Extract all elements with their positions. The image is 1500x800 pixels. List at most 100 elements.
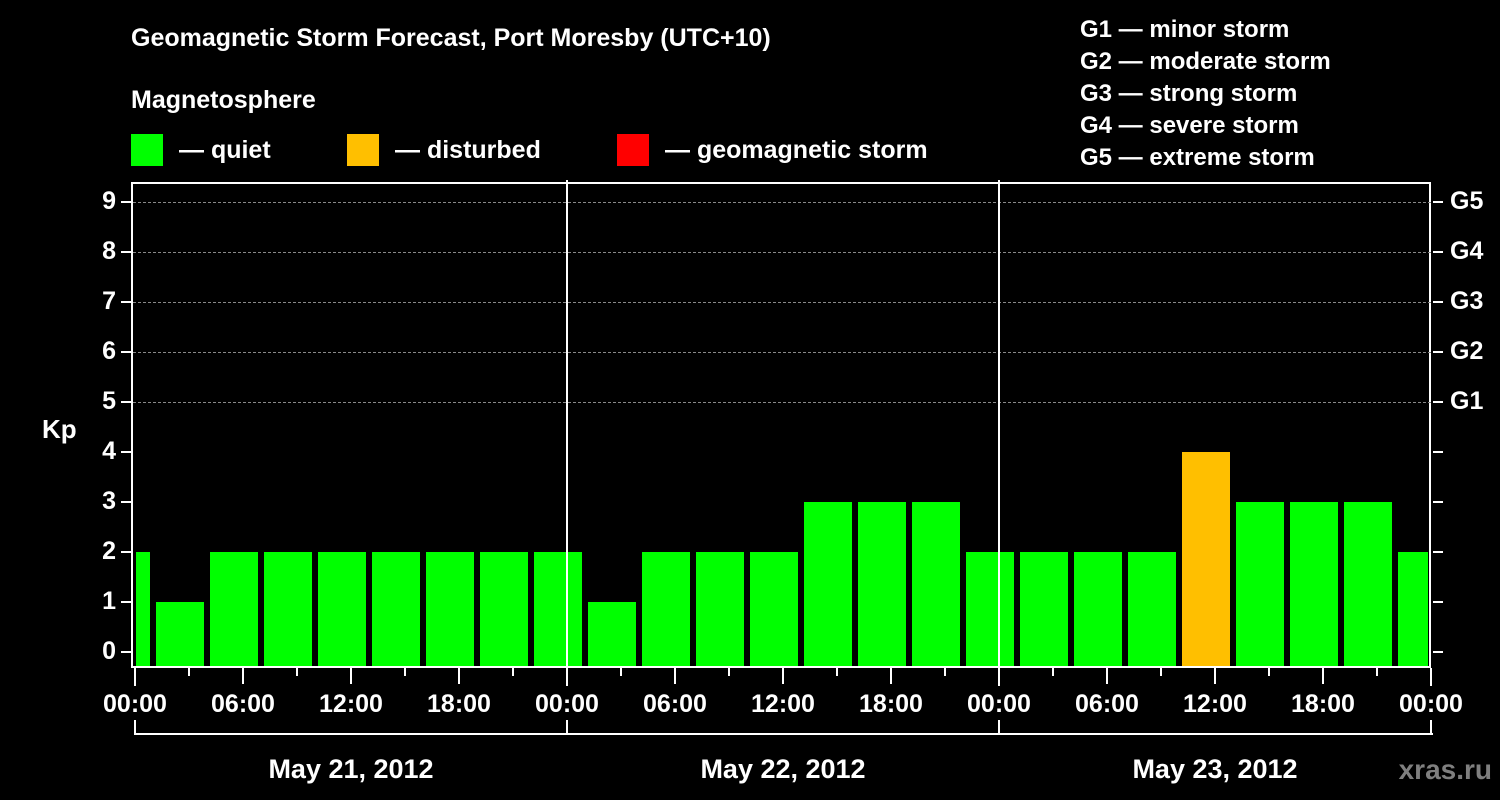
y-tick-right — [1433, 501, 1443, 503]
day-label: May 23, 2012 — [1132, 754, 1298, 784]
kp-bar — [750, 552, 798, 666]
kp-bar — [210, 552, 258, 666]
day-label: May 21, 2012 — [268, 754, 434, 784]
legend-label-storm: — geomagnetic storm — [665, 135, 928, 164]
kp-bar — [534, 552, 582, 666]
kp-bar — [372, 552, 420, 666]
x-tick — [674, 668, 676, 684]
y-tick-right — [1433, 651, 1443, 653]
y-tick-label: 5 — [102, 387, 116, 415]
y-tick-label: 1 — [102, 587, 116, 615]
x-tick — [188, 668, 190, 676]
kp-bar — [858, 502, 906, 666]
day-bracket-tick — [1430, 720, 1432, 734]
kp-bar — [1236, 502, 1284, 666]
y-tick-right — [1433, 201, 1443, 203]
y-tick — [121, 351, 131, 353]
x-tick-label: 18:00 — [859, 690, 923, 718]
y-axis-label: Kp — [42, 414, 77, 444]
kp-bar — [1290, 502, 1338, 666]
x-tick — [890, 668, 892, 684]
kp-bar — [156, 602, 204, 666]
kp-bar — [1182, 452, 1230, 666]
x-tick-label: 18:00 — [427, 690, 491, 718]
legend-quiet: — quiet — [131, 134, 271, 166]
x-tick — [944, 668, 946, 676]
g-scale-label: G2 — [1450, 337, 1484, 365]
plot-frame — [131, 182, 1431, 668]
y-tick-label: 9 — [102, 187, 116, 215]
x-tick — [404, 668, 406, 676]
x-tick-label: 12:00 — [1183, 690, 1247, 718]
x-tick-label: 06:00 — [643, 690, 707, 718]
chart-subtitle: Magnetosphere — [131, 86, 316, 114]
gridline-kp-6 — [133, 352, 1431, 353]
x-tick — [728, 668, 730, 676]
kp-bar — [642, 552, 690, 666]
x-tick-label: 06:00 — [1075, 690, 1139, 718]
x-tick — [998, 668, 1000, 686]
x-tick-label: 06:00 — [211, 690, 275, 718]
gridline-kp-5 — [133, 402, 1431, 403]
day-bracket-tick — [998, 720, 1000, 734]
y-tick — [121, 401, 131, 403]
x-tick — [134, 668, 136, 686]
x-tick — [836, 668, 838, 676]
storm-scale-g3: G3 — strong storm — [1080, 80, 1298, 107]
y-tick — [121, 651, 131, 653]
y-tick-right — [1433, 351, 1443, 353]
y-tick-label: 4 — [102, 437, 116, 465]
gridline-kp-9 — [133, 202, 1431, 203]
kp-bar — [1398, 552, 1428, 666]
legend-swatch-quiet — [131, 134, 163, 166]
legend-disturbed: — disturbed — [347, 134, 541, 166]
y-tick-label: 7 — [102, 287, 116, 315]
y-tick — [121, 501, 131, 503]
y-tick-label: 0 — [102, 637, 116, 665]
y-tick — [121, 251, 131, 253]
legend-swatch-storm — [617, 134, 649, 166]
chart-title: Geomagnetic Storm Forecast, Port Moresby… — [131, 24, 771, 52]
x-tick-label: 00:00 — [1399, 690, 1463, 718]
y-tick-right — [1433, 601, 1443, 603]
gridline-kp-8 — [133, 252, 1431, 253]
day-bracket-line — [134, 733, 1433, 735]
storm-scale-g1: G1 — minor storm — [1080, 16, 1290, 43]
y-tick — [121, 301, 131, 303]
y-tick — [121, 451, 131, 453]
y-tick-label: 8 — [102, 237, 116, 265]
legend-label-disturbed: — disturbed — [395, 135, 541, 164]
day-bracket-tick — [566, 720, 568, 734]
legend-swatch-disturbed — [347, 134, 379, 166]
day-separator-1 — [566, 180, 568, 668]
x-tick-label: 18:00 — [1291, 690, 1355, 718]
kp-bar — [264, 552, 312, 666]
legend-storm: — geomagnetic storm — [617, 134, 928, 166]
kp-bar — [426, 552, 474, 666]
kp-bar — [318, 552, 366, 666]
kp-bar — [1020, 552, 1068, 666]
x-tick — [1214, 668, 1216, 684]
y-tick-label: 3 — [102, 487, 116, 515]
x-tick — [242, 668, 244, 684]
watermark: xras.ru — [1398, 754, 1492, 785]
x-tick-label: 00:00 — [103, 690, 167, 718]
kp-bar — [136, 552, 150, 666]
x-tick — [1376, 668, 1378, 676]
x-tick-label: 12:00 — [319, 690, 383, 718]
x-tick — [1052, 668, 1054, 676]
x-tick — [1322, 668, 1324, 684]
y-tick-right — [1433, 551, 1443, 553]
x-tick — [620, 668, 622, 676]
storm-scale-g5: G5 — extreme storm — [1080, 144, 1315, 171]
y-tick — [121, 601, 131, 603]
legend-label-quiet: — quiet — [179, 135, 271, 164]
day-label: May 22, 2012 — [700, 754, 866, 784]
storm-scale-g4: G4 — severe storm — [1080, 112, 1299, 139]
y-tick-right — [1433, 451, 1443, 453]
storm-scale-g2: G2 — moderate storm — [1080, 48, 1331, 75]
g-scale-label: G1 — [1450, 387, 1484, 415]
y-tick-label: 2 — [102, 537, 116, 565]
x-tick-label: 12:00 — [751, 690, 815, 718]
x-tick — [782, 668, 784, 684]
